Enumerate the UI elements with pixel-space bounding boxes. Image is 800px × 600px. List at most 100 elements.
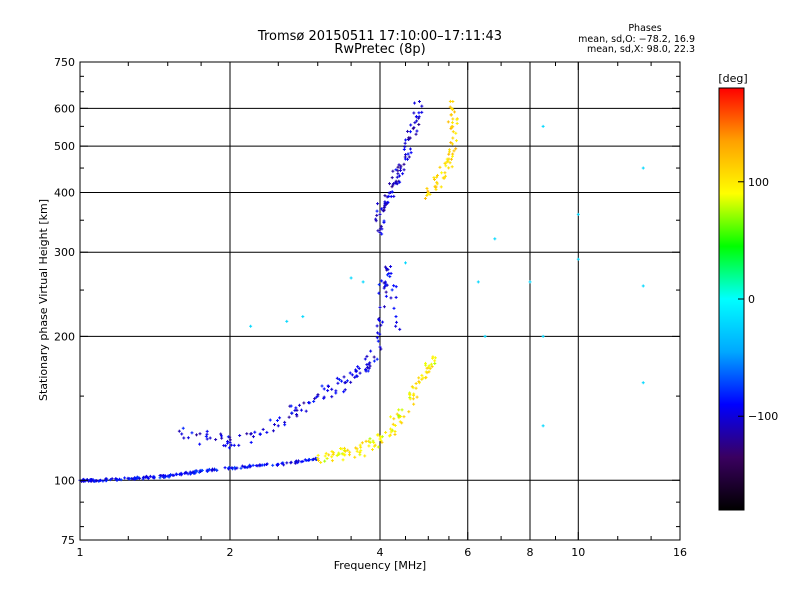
data-point	[373, 443, 377, 447]
data-point	[95, 479, 99, 483]
data-point	[313, 397, 317, 401]
data-point	[364, 368, 368, 372]
data-point	[301, 459, 305, 463]
data-point	[314, 395, 318, 399]
data-point	[455, 118, 459, 122]
data-point	[403, 153, 407, 157]
data-point	[347, 453, 351, 457]
data-point	[423, 196, 427, 200]
data-point	[389, 415, 393, 419]
data-point	[110, 477, 114, 481]
data-point	[453, 110, 457, 114]
data-point	[385, 273, 389, 277]
data-point	[380, 440, 384, 444]
data-point	[396, 414, 400, 418]
data-point	[394, 180, 398, 184]
data-point	[152, 476, 156, 480]
data-point	[253, 430, 257, 434]
data-point	[198, 442, 202, 446]
data-point	[390, 428, 394, 432]
data-point	[316, 458, 320, 462]
data-point	[208, 436, 212, 440]
data-point	[417, 376, 421, 380]
data-point	[433, 356, 437, 360]
data-point	[407, 410, 411, 414]
data-point	[189, 472, 193, 476]
data-point	[343, 449, 347, 453]
data-point	[378, 345, 382, 349]
x-tick-label: 16	[673, 546, 687, 559]
data-point	[181, 426, 185, 430]
data-point	[541, 334, 545, 338]
data-point	[142, 475, 146, 479]
data-point	[295, 414, 299, 418]
data-point	[405, 157, 409, 161]
data-point	[342, 375, 346, 379]
data-point	[289, 460, 293, 464]
x-tick-label: 2	[227, 546, 234, 559]
data-point	[336, 381, 340, 385]
data-point	[367, 366, 371, 370]
data-point	[417, 115, 421, 119]
data-point	[169, 473, 173, 477]
data-point	[396, 172, 400, 176]
data-point	[228, 440, 232, 444]
data-point	[223, 466, 227, 470]
data-point	[276, 424, 280, 428]
data-point	[184, 470, 188, 474]
data-point	[408, 130, 412, 134]
data-point	[394, 324, 398, 328]
data-point	[451, 100, 455, 104]
data-point	[427, 370, 431, 374]
data-point	[439, 185, 443, 189]
data-point	[271, 463, 275, 467]
data-point	[326, 389, 330, 393]
data-point	[172, 473, 176, 477]
data-point	[403, 141, 407, 145]
data-point	[268, 418, 272, 422]
data-point	[304, 409, 308, 413]
data-point	[364, 439, 368, 443]
data-point	[409, 151, 413, 155]
data-point	[353, 375, 357, 379]
axes: 1 2 4 6 8 10 16 75 100 200 300 400 500 600 750	[54, 56, 687, 559]
data-point	[413, 121, 417, 125]
data-point	[450, 121, 454, 125]
data-point	[395, 182, 399, 186]
data-point	[410, 385, 414, 389]
data-point	[449, 157, 453, 161]
data-point	[190, 431, 194, 435]
data-point	[320, 384, 324, 388]
data-point	[214, 438, 218, 442]
data-point	[449, 113, 453, 117]
data-point	[402, 162, 406, 166]
data-point	[408, 147, 412, 151]
data-point	[278, 416, 282, 420]
data-point	[342, 390, 346, 394]
data-point	[415, 119, 419, 123]
data-point	[411, 397, 415, 401]
data-point	[432, 177, 436, 181]
data-point	[379, 224, 383, 228]
data-point	[414, 132, 418, 136]
data-point	[251, 435, 255, 439]
data-point	[426, 189, 430, 193]
data-point	[249, 440, 253, 444]
data-point	[340, 379, 344, 383]
data-point	[380, 227, 384, 231]
data-point	[401, 172, 405, 176]
data-point	[414, 386, 418, 390]
data-point	[275, 419, 279, 423]
data-point	[99, 478, 103, 482]
data-point	[198, 432, 202, 436]
data-point	[412, 393, 416, 397]
data-point	[345, 379, 349, 383]
data-point	[433, 184, 437, 188]
data-point	[576, 257, 580, 261]
data-point	[182, 436, 186, 440]
data-point	[240, 464, 244, 468]
data-point	[354, 374, 358, 378]
data-point	[431, 356, 435, 360]
data-point	[316, 457, 320, 461]
data-point	[353, 455, 357, 459]
